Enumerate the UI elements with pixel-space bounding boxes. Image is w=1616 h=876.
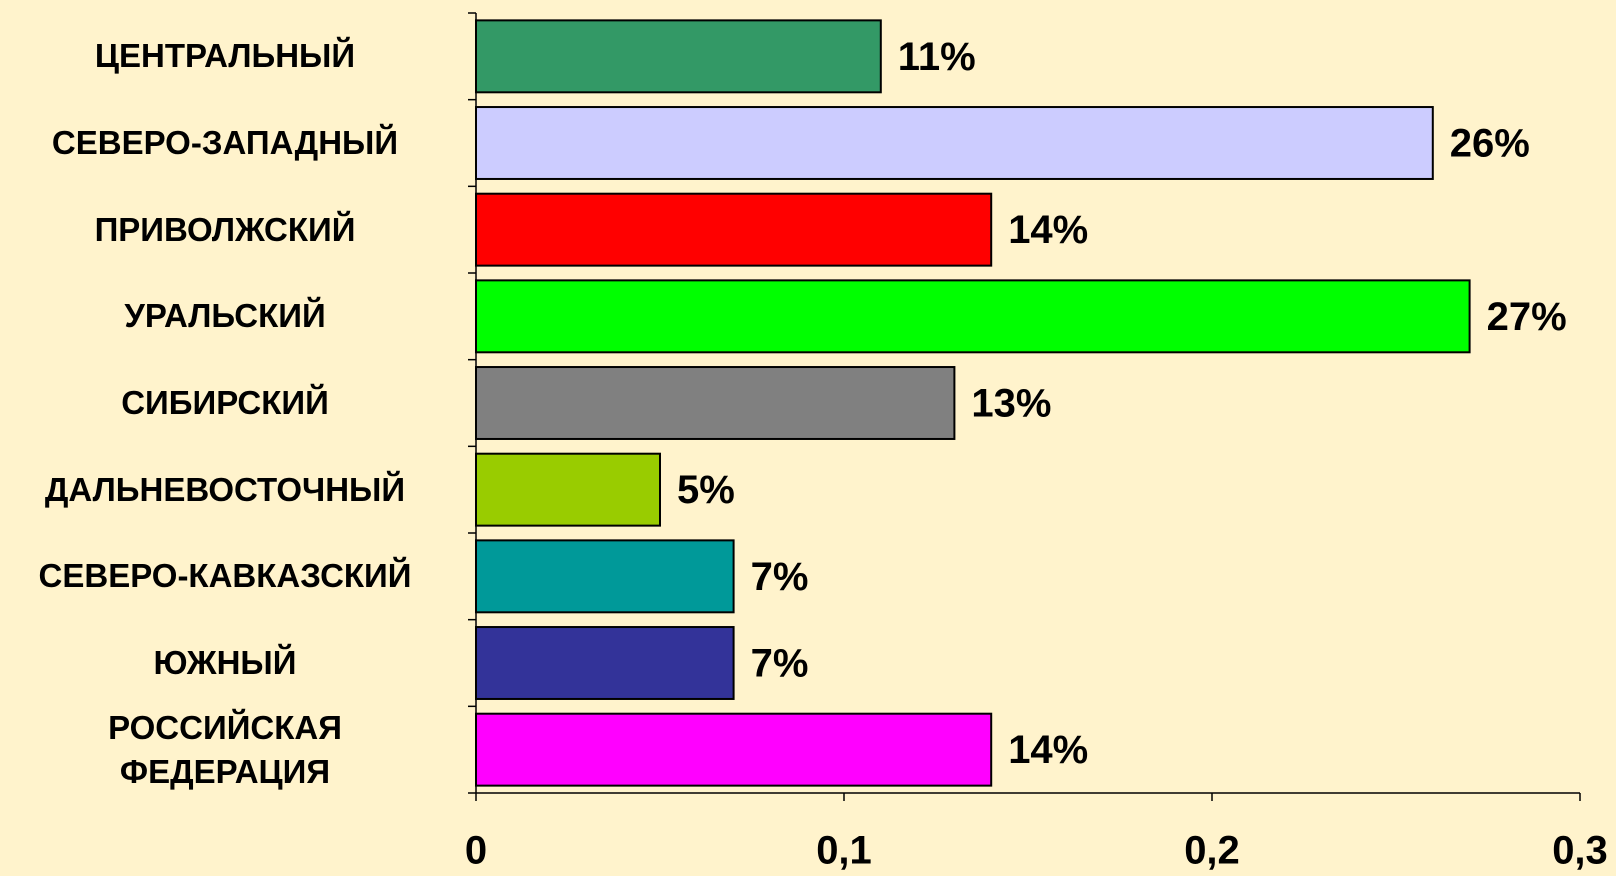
y-tick-label: ДАЛЬНЕВОСТОЧНЫЙ	[44, 470, 406, 508]
y-tick-label: СЕВЕРО-ЗАПАДНЫЙ	[51, 124, 399, 161]
bar	[475, 106, 1434, 180]
x-tick-label: 0,2	[1184, 829, 1240, 873]
value-label: 14%	[1008, 728, 1088, 772]
y-tick-label: СИБИРСКИЙ	[121, 384, 329, 421]
value-label: 11%	[898, 35, 976, 79]
bar	[475, 452, 661, 527]
y-tick-label: УРАЛЬСКИЙ	[124, 297, 326, 335]
y-tick-label: ЮЖНЫЙ	[153, 644, 297, 681]
value-label: 26%	[1450, 122, 1530, 166]
bar	[475, 539, 735, 614]
bar	[475, 626, 735, 700]
y-tick-label: ЦЕНТРАЛЬНЫЙ	[94, 37, 356, 75]
bar	[475, 366, 956, 440]
value-label: 27%	[1487, 295, 1567, 339]
value-label: 14%	[1008, 208, 1088, 252]
y-tick-label: ПРИВОЛЖСКИЙ	[94, 210, 356, 248]
x-tick-label: 0,3	[1552, 829, 1608, 873]
value-label: 5%	[677, 468, 735, 512]
bar	[475, 19, 882, 94]
value-label: 13%	[971, 382, 1051, 426]
x-tick-label: 0,1	[816, 829, 872, 873]
y-tick-label: СЕВЕРО-КАВКАЗСКИЙ	[38, 557, 412, 595]
bar	[475, 279, 1471, 354]
value-label: 7%	[751, 642, 809, 686]
y-tick-label: РОССИЙСКАЯ ФЕДЕРАЦИЯ	[108, 708, 342, 790]
value-label: 7%	[751, 555, 809, 599]
bar	[475, 712, 993, 787]
bar	[475, 192, 993, 267]
x-tick-label: 0	[465, 829, 487, 873]
